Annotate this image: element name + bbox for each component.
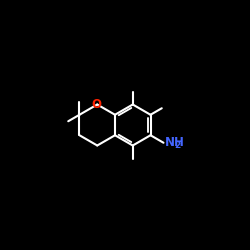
Text: O: O bbox=[91, 98, 101, 110]
Text: NH: NH bbox=[165, 136, 184, 149]
Text: 2: 2 bbox=[175, 141, 181, 150]
